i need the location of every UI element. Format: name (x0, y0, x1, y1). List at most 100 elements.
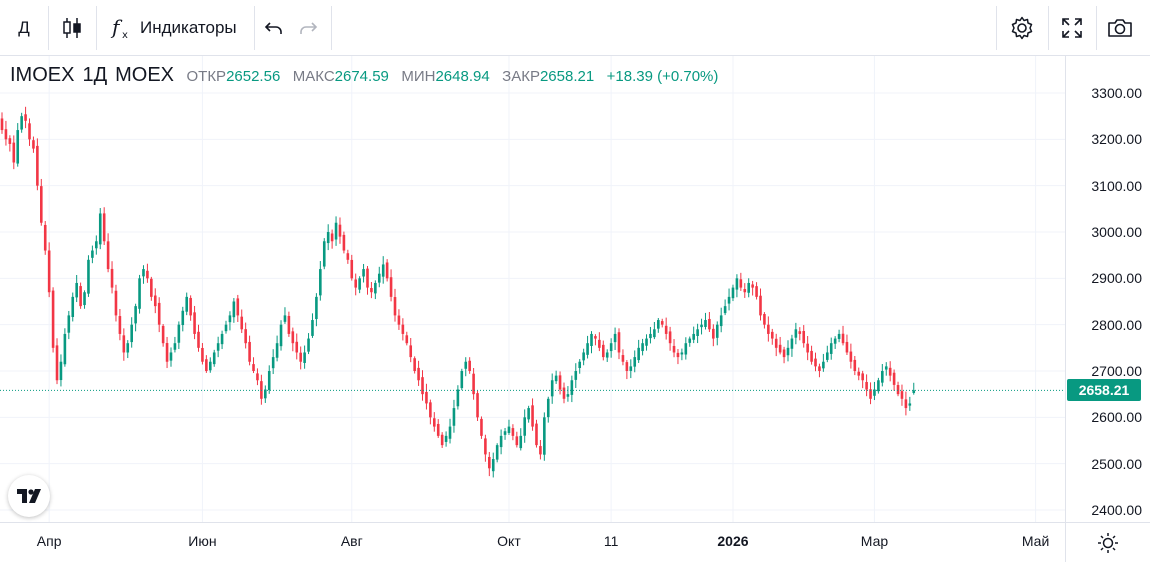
fullscreen-icon (1062, 18, 1082, 38)
settings-button[interactable] (1002, 8, 1042, 48)
price-tick-label: 2800.00 (1091, 316, 1142, 333)
price-tick-label: 2500.00 (1091, 455, 1142, 472)
fullscreen-button[interactable] (1052, 8, 1092, 48)
candle-body (334, 222, 338, 240)
function-icon: f x (110, 15, 128, 41)
candle-body (114, 290, 118, 316)
candle-body (743, 289, 747, 293)
candle-body (546, 398, 550, 418)
candle-body (193, 312, 196, 334)
candle-body (826, 352, 829, 360)
candle-body (900, 391, 904, 399)
candle-body (802, 330, 806, 344)
symbol-legend: IMOEX 1Д MOEX ОТКР2652.56 МАКС2674.59 МИН2… (10, 64, 718, 87)
redo-button[interactable] (292, 8, 324, 48)
candle-body (672, 345, 676, 353)
candle-body (354, 279, 357, 288)
candle-body (582, 352, 585, 361)
toolbar-separator (331, 6, 332, 50)
candle-body (841, 333, 845, 344)
interval-button[interactable]: Д (6, 8, 42, 48)
candle-body (892, 372, 896, 385)
scale-settings-corner[interactable] (1065, 522, 1150, 562)
candle-body (523, 417, 526, 436)
toolbar-separator (48, 6, 49, 50)
candle-body (598, 339, 601, 348)
candle-body (704, 320, 707, 327)
candle-body (747, 282, 750, 293)
candle-body (0, 118, 4, 131)
candle-body (43, 224, 47, 251)
undo-button[interactable] (258, 8, 290, 48)
candle-body (401, 324, 405, 334)
candle-body (676, 352, 680, 358)
open-value: 2652.56 (226, 68, 281, 85)
indicators-button[interactable]: f x Индикаторы (102, 8, 250, 48)
candle-body (558, 375, 562, 390)
candle-body (299, 352, 302, 362)
candle-body (47, 250, 51, 293)
candle-body (586, 343, 589, 355)
candle-body (98, 213, 102, 245)
candle-body (366, 268, 369, 288)
candle-body (91, 250, 94, 258)
candle-body (763, 314, 766, 325)
screenshot-button[interactable] (1100, 8, 1140, 48)
candle-body (755, 286, 758, 297)
candle-body (637, 347, 640, 361)
time-tick-label: Окт (497, 533, 521, 549)
tradingview-logo[interactable] (8, 475, 50, 517)
candle-body (877, 380, 880, 392)
candle-body (8, 138, 12, 144)
candle-body (511, 428, 515, 436)
candle-body (653, 329, 656, 338)
candle-body (389, 277, 393, 297)
candle-body (888, 367, 892, 376)
time-scale[interactable]: Апр Июн Авг Окт 11 2026 Мар Май (0, 522, 1065, 562)
chart-pane[interactable] (0, 56, 1065, 522)
candle-body (24, 114, 27, 121)
candle-body (153, 295, 157, 307)
candle-body (16, 130, 20, 164)
candle-body (110, 268, 114, 288)
price-tick-label: 2600.00 (1091, 409, 1142, 426)
grid-lines (0, 56, 1065, 522)
candle-body (625, 362, 629, 371)
candle-body (609, 343, 613, 352)
candle-body (594, 336, 597, 339)
toolbar-separator (1096, 6, 1097, 50)
candle-body (126, 343, 130, 353)
candle-body (303, 352, 306, 363)
candlestick-chart[interactable] (0, 56, 1065, 522)
candle-body (409, 345, 413, 358)
candle-body (464, 361, 468, 369)
candle-body (208, 361, 212, 371)
candle-body (869, 389, 872, 399)
candle-body (189, 297, 192, 316)
candle-body (413, 358, 416, 371)
candle-body (287, 315, 291, 334)
candle-body (488, 456, 491, 469)
candle-body (601, 344, 605, 358)
candle-body (633, 357, 637, 367)
candle-body (649, 333, 652, 339)
candle-body (55, 345, 59, 381)
candle-body (79, 286, 82, 307)
candle-body (177, 324, 181, 343)
candle-body (605, 352, 609, 358)
candle-body (904, 399, 908, 409)
candle-body (20, 116, 23, 130)
candle-body (374, 282, 377, 294)
time-tick-label: 11 (603, 533, 619, 549)
symbol-name[interactable]: IMOEX (10, 64, 75, 86)
candle-body (185, 296, 189, 312)
candle-body (908, 403, 912, 406)
candle-body (861, 373, 864, 381)
price-tick-label: 2900.00 (1091, 270, 1142, 287)
chart-type-button[interactable] (54, 8, 90, 48)
candle-body (550, 380, 554, 397)
price-scale[interactable]: 2400.00 2500.00 2600.00 2700.00 2800.00 2900.… (1065, 56, 1150, 522)
candle-body (370, 288, 373, 293)
candle-body (169, 352, 173, 361)
legend-exchange: MOEX (115, 64, 175, 86)
